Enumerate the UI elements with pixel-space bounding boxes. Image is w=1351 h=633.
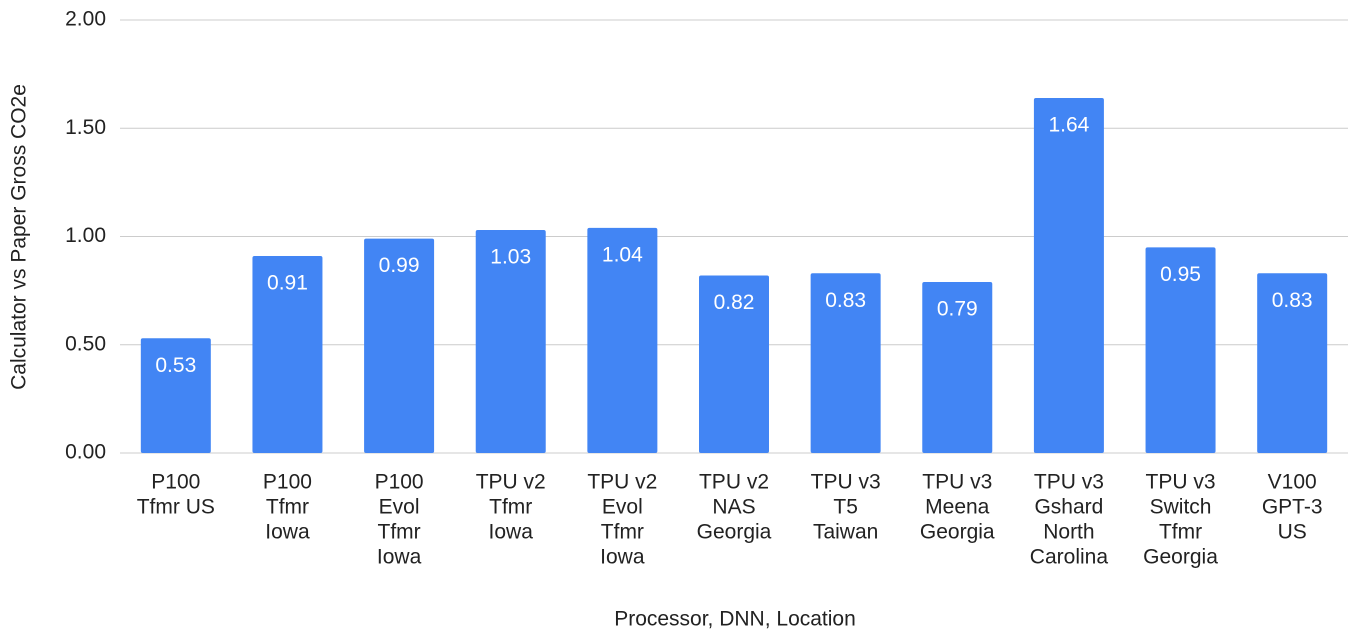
x-tick-label: TPU v3 <box>1146 471 1216 494</box>
x-tick-label: Iowa <box>265 521 310 544</box>
y-tick-label: 0.50 <box>65 332 106 355</box>
x-tick-label: Switch <box>1150 496 1212 519</box>
data-label: 0.79 <box>937 298 978 321</box>
y-tick-label: 1.50 <box>65 116 106 139</box>
x-tick-label: Georgia <box>697 521 772 544</box>
data-label: 0.95 <box>1160 263 1201 286</box>
x-tick-label: P100 <box>151 471 200 494</box>
x-tick-label: Tfmr <box>601 521 644 544</box>
x-tick-label: Tfmr <box>489 496 532 519</box>
x-tick-label: T5 <box>833 496 858 519</box>
y-tick-label: 1.00 <box>65 224 106 247</box>
bar <box>364 238 435 453</box>
x-tick-label: TPU v3 <box>811 471 881 494</box>
bar <box>587 227 658 453</box>
data-label: 0.91 <box>267 272 308 295</box>
bar <box>1033 97 1104 453</box>
x-tick-label: Georgia <box>1143 546 1218 569</box>
data-label: 1.04 <box>602 243 643 266</box>
x-tick-label: Gshard <box>1034 496 1103 519</box>
bar <box>252 255 323 453</box>
x-tick-label: Taiwan <box>813 521 878 544</box>
x-tick-label: Evol <box>602 496 643 519</box>
x-tick-label: Georgia <box>920 521 995 544</box>
bar <box>1257 273 1328 453</box>
x-tick-label: TPU v3 <box>922 471 992 494</box>
x-tick-label: P100 <box>375 471 424 494</box>
data-label: 1.64 <box>1048 113 1089 136</box>
x-tick-label: TPU v2 <box>476 471 546 494</box>
x-tick-label: Tfmr US <box>137 496 215 519</box>
bar <box>475 230 546 453</box>
data-label: 0.82 <box>714 291 755 314</box>
data-label: 1.03 <box>490 246 531 269</box>
bar <box>140 338 211 453</box>
x-tick-label: Iowa <box>489 521 534 544</box>
x-tick-label: TPU v3 <box>1034 471 1104 494</box>
data-label: 0.83 <box>1272 289 1313 312</box>
x-tick-label: GPT-3 <box>1262 496 1323 519</box>
x-tick-label: V100 <box>1268 471 1317 494</box>
x-tick-label: Iowa <box>377 546 422 569</box>
x-tick-label: TPU v2 <box>699 471 769 494</box>
x-tick-label: Tfmr <box>266 496 309 519</box>
x-tick-label: P100 <box>263 471 312 494</box>
y-axis-title: Calculator vs Paper Gross CO2e <box>8 84 31 390</box>
x-tick-label: Meena <box>925 496 990 519</box>
y-tick-label: 0.00 <box>65 441 106 464</box>
bar <box>699 275 769 453</box>
x-tick-label: Tfmr <box>378 521 421 544</box>
x-tick-label: Carolina <box>1030 546 1109 569</box>
bar <box>810 273 881 453</box>
data-label: 0.99 <box>379 254 420 277</box>
x-tick-label: US <box>1278 521 1307 544</box>
x-tick-label: North <box>1043 521 1094 544</box>
x-tick-label: Evol <box>379 496 420 519</box>
bar <box>1145 247 1216 453</box>
y-tick-label: 2.00 <box>65 8 106 31</box>
data-label: 0.53 <box>155 354 196 377</box>
data-label: 0.83 <box>825 289 866 312</box>
x-axis-title: Processor, DNN, Location <box>614 608 856 631</box>
bar <box>922 281 993 453</box>
x-tick-label: Tfmr <box>1159 521 1202 544</box>
x-tick-label: TPU v2 <box>587 471 657 494</box>
x-tick-label: NAS <box>712 496 755 519</box>
x-tick-label: Iowa <box>600 546 645 569</box>
